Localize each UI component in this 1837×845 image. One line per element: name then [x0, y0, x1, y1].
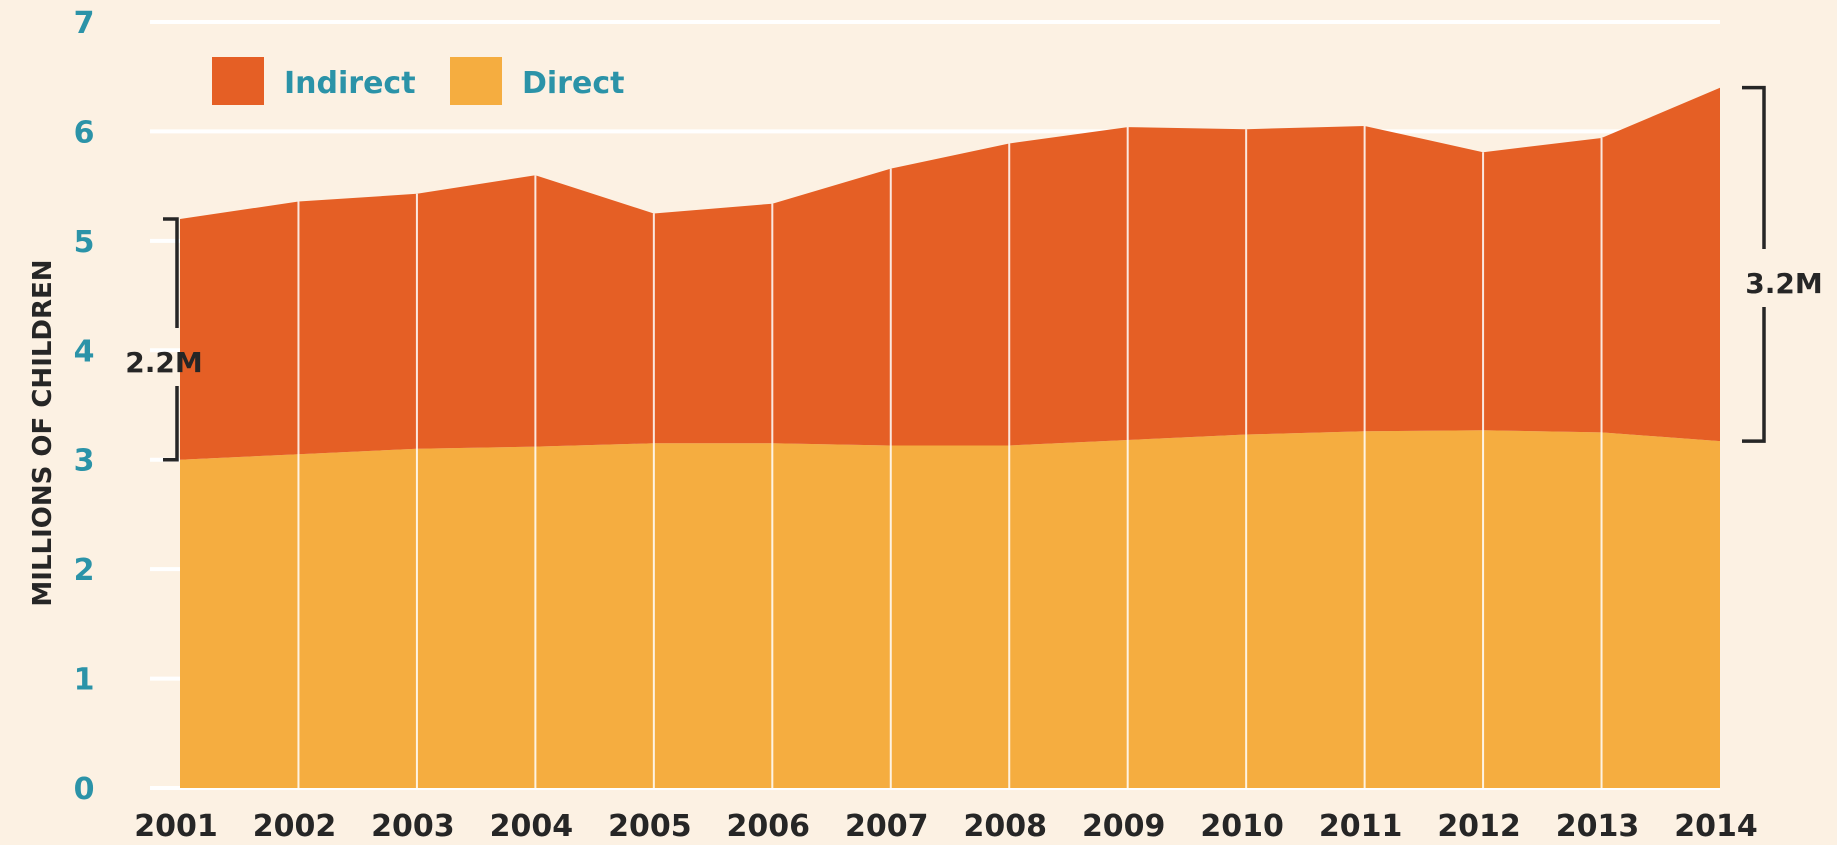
legend-label-indirect: Indirect — [284, 66, 416, 101]
bracket-lower — [163, 386, 179, 462]
x-tick-label: 2004 — [490, 809, 574, 844]
y-tick-label: 2 — [74, 553, 95, 588]
legend: Indirect Direct — [212, 57, 624, 105]
x-tick-label: 2003 — [371, 809, 455, 844]
annotation-label: 2.2M — [125, 346, 202, 379]
annotation-bracket: 2.2M — [125, 217, 203, 462]
y-axis-ticks: 0 1 2 3 4 5 6 7 — [74, 6, 95, 807]
area-direct — [180, 430, 1720, 788]
x-tick-label: 2008 — [963, 809, 1047, 844]
annotations: 2.2M 3.2M — [125, 85, 1823, 462]
x-tick-label: 2012 — [1437, 809, 1521, 844]
area-indirect — [180, 87, 1720, 460]
x-tick-label: 2007 — [845, 809, 929, 844]
y-tick-label: 3 — [74, 444, 95, 479]
bracket-upper — [163, 217, 179, 328]
y-tick-label: 4 — [74, 334, 95, 369]
annotation-bracket: 3.2M — [1742, 85, 1823, 443]
x-tick-label: 2011 — [1319, 809, 1403, 844]
x-tick-label: 2005 — [608, 809, 692, 844]
x-tick-label: 2010 — [1200, 809, 1284, 844]
y-axis-label: MILLIONS OF CHILDREN — [28, 259, 58, 606]
legend-label-direct: Direct — [522, 66, 624, 101]
x-axis-ticks: 2001 2002 2003 2004 2005 2006 2007 2008 2009 2010… — [134, 809, 1758, 844]
x-tick-label: 2006 — [727, 809, 811, 844]
annotation-label: 3.2M — [1745, 267, 1822, 300]
area-series — [180, 87, 1720, 788]
legend-swatch-indirect — [212, 57, 264, 105]
y-tick-label: 7 — [74, 6, 95, 41]
y-tick-label: 6 — [74, 115, 95, 150]
bracket-lower — [1742, 307, 1766, 443]
y-tick-label: 5 — [74, 225, 95, 260]
year-dividers — [297, 125, 1603, 788]
x-tick-label: 2009 — [1082, 809, 1166, 844]
y-tick-label: 0 — [74, 772, 95, 807]
x-tick-label: 2014 — [1674, 809, 1758, 844]
bracket-upper — [1742, 85, 1766, 249]
x-tick-label: 2002 — [253, 809, 337, 844]
y-tick-label: 1 — [74, 663, 95, 698]
x-tick-label: 2013 — [1556, 809, 1640, 844]
legend-swatch-direct — [450, 57, 502, 105]
x-tick-label: 2001 — [134, 809, 218, 844]
